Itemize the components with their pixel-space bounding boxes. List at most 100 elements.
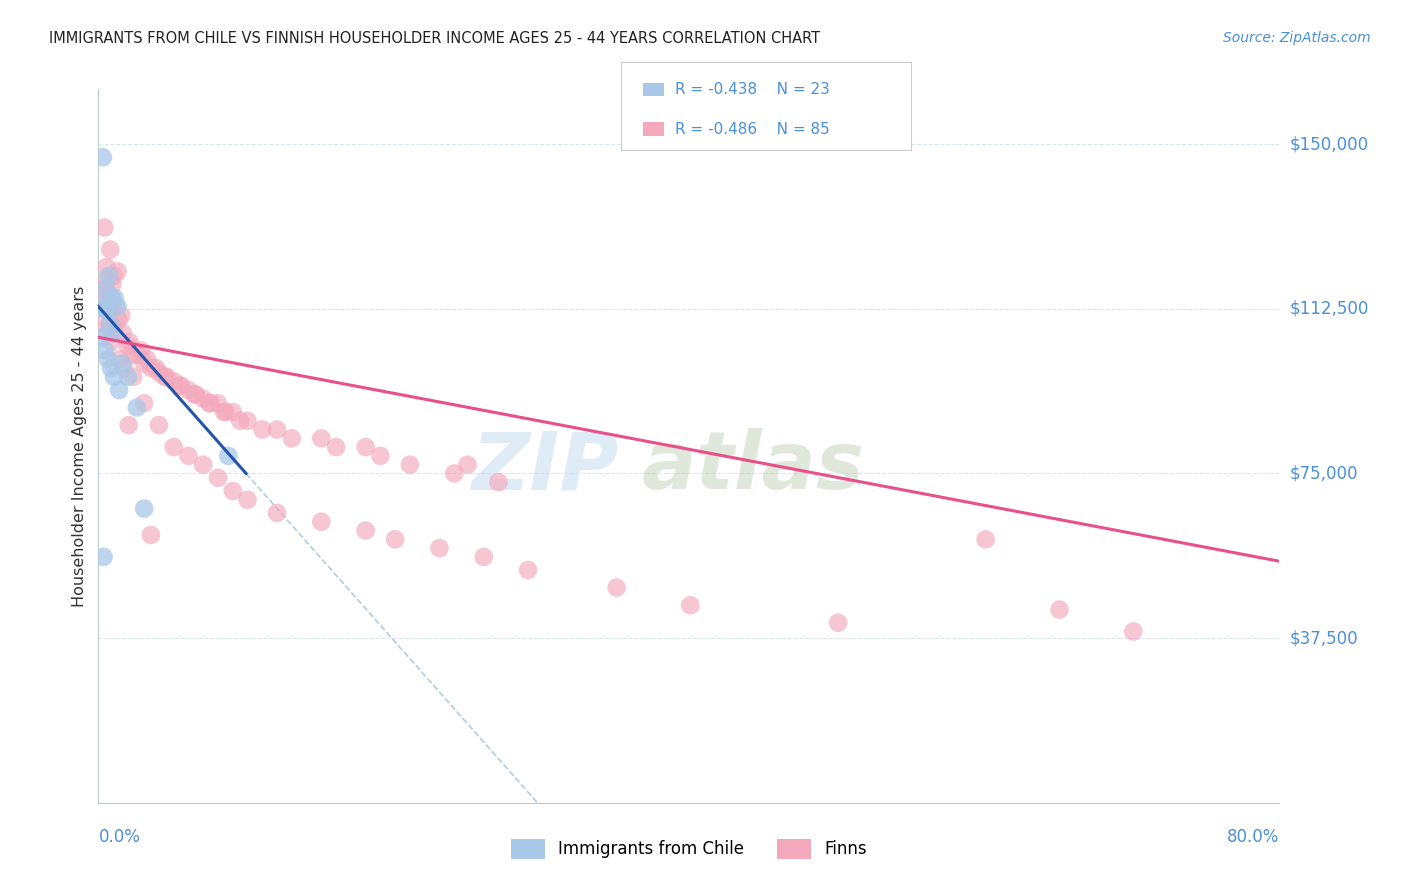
Point: [354, 524, 377, 538]
Point: [117, 339, 139, 353]
Point: [118, 334, 141, 349]
Point: [129, 343, 152, 358]
Y-axis label: Householder Income Ages 25 - 44 years: Householder Income Ages 25 - 44 years: [72, 285, 87, 607]
Point: [101, 295, 124, 310]
Text: Source: ZipAtlas.com: Source: ZipAtlas.com: [1223, 31, 1371, 45]
Point: [311, 431, 333, 445]
Point: [148, 366, 170, 380]
Point: [107, 312, 129, 326]
Text: $75,000: $75,000: [1289, 465, 1358, 483]
Point: [111, 357, 134, 371]
Point: [177, 449, 200, 463]
Point: [93, 220, 115, 235]
Point: [517, 563, 540, 577]
Point: [136, 352, 159, 367]
Point: [325, 440, 347, 454]
Point: [200, 396, 222, 410]
Point: [207, 396, 229, 410]
Legend: Immigrants from Chile, Finns: Immigrants from Chile, Finns: [505, 832, 873, 866]
Point: [122, 369, 145, 384]
Point: [94, 343, 117, 358]
Point: [96, 260, 118, 274]
Text: $150,000: $150,000: [1289, 135, 1368, 153]
Point: [98, 317, 121, 331]
Point: [155, 369, 177, 384]
Point: [222, 405, 245, 419]
Point: [236, 492, 259, 507]
Point: [93, 549, 115, 564]
Point: [107, 300, 129, 314]
Point: [266, 506, 288, 520]
Point: [104, 291, 127, 305]
Text: R = -0.486    N = 85: R = -0.486 N = 85: [675, 121, 830, 136]
Point: [118, 418, 141, 433]
Point: [198, 396, 221, 410]
Point: [98, 243, 121, 257]
Point: [281, 431, 304, 445]
Point: [121, 348, 143, 362]
Point: [91, 330, 114, 344]
Point: [472, 549, 495, 564]
Point: [177, 383, 200, 397]
Point: [456, 458, 478, 472]
Point: [443, 467, 465, 481]
Point: [134, 396, 156, 410]
Point: [252, 423, 274, 437]
Point: [134, 501, 156, 516]
Point: [222, 483, 245, 498]
Text: 0.0%: 0.0%: [98, 828, 141, 846]
Point: [94, 317, 117, 331]
Point: [108, 352, 131, 367]
Point: [139, 528, 162, 542]
Text: IMMIGRANTS FROM CHILE VS FINNISH HOUSEHOLDER INCOME AGES 25 - 44 YEARS CORRELATI: IMMIGRANTS FROM CHILE VS FINNISH HOUSEHO…: [49, 31, 820, 46]
Point: [488, 475, 510, 490]
Point: [96, 291, 118, 305]
Point: [193, 392, 215, 406]
Point: [103, 369, 125, 384]
Point: [266, 423, 288, 437]
Point: [100, 361, 122, 376]
Point: [606, 581, 628, 595]
Point: [107, 264, 129, 278]
Point: [163, 374, 186, 388]
Point: [974, 533, 997, 547]
Point: [100, 291, 122, 305]
Point: [112, 361, 135, 376]
Point: [679, 598, 702, 612]
Point: [98, 317, 121, 331]
Point: [93, 301, 115, 316]
Point: [236, 414, 259, 428]
Text: $112,500: $112,500: [1289, 300, 1368, 318]
Point: [217, 449, 239, 463]
Point: [91, 150, 114, 164]
Point: [96, 304, 118, 318]
Point: [97, 268, 120, 283]
Point: [94, 282, 117, 296]
Point: [384, 533, 406, 547]
Point: [127, 348, 149, 362]
Point: [111, 326, 134, 340]
Point: [1049, 602, 1071, 616]
Point: [214, 405, 236, 419]
Point: [98, 304, 121, 318]
Point: [103, 326, 125, 340]
Point: [103, 321, 125, 335]
Point: [108, 383, 131, 397]
Text: R = -0.438    N = 23: R = -0.438 N = 23: [675, 82, 830, 97]
Point: [148, 418, 170, 433]
Text: $37,500: $37,500: [1289, 629, 1358, 647]
Point: [97, 286, 120, 301]
Point: [101, 277, 124, 292]
Point: [170, 378, 193, 392]
Point: [207, 471, 229, 485]
Point: [212, 405, 235, 419]
Point: [183, 387, 205, 401]
Point: [311, 515, 333, 529]
Text: ZIP: ZIP: [471, 428, 619, 507]
Point: [141, 361, 163, 376]
Point: [229, 414, 252, 428]
Point: [827, 615, 849, 630]
Point: [93, 282, 115, 296]
Point: [100, 334, 122, 349]
Point: [97, 352, 120, 367]
